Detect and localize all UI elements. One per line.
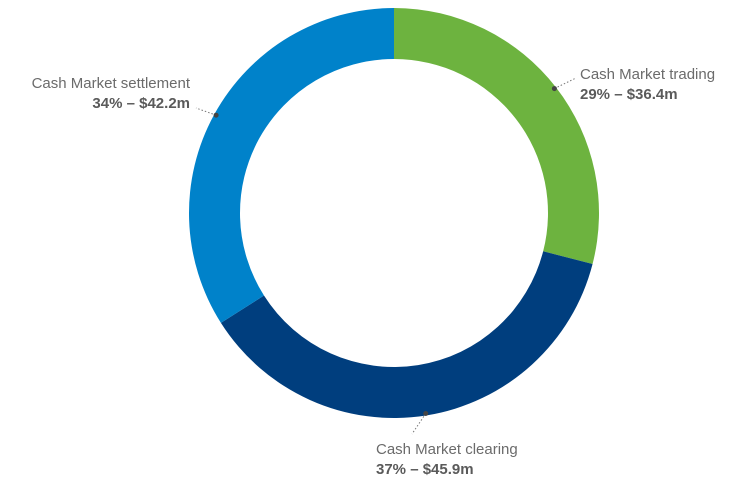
segment-label: Cash Market settlement [32, 75, 191, 92]
segment-value-label: 29% – $36.4m [580, 86, 678, 103]
leader-line [411, 413, 427, 435]
leader-line [195, 107, 217, 116]
leader-dot [423, 411, 429, 417]
donut-segment [189, 8, 394, 323]
segment-value-label: 34% – $42.2m [92, 95, 190, 112]
segment-label: Cash Market trading [580, 66, 715, 83]
donut-segment [394, 8, 599, 264]
segment-label: Cash Market clearing [376, 441, 518, 458]
donut-segment [220, 251, 593, 418]
leader-dot [551, 86, 557, 92]
leader-dot [213, 112, 219, 118]
segment-value-label: 37% – $45.9m [376, 461, 474, 478]
leader-line [554, 77, 577, 90]
